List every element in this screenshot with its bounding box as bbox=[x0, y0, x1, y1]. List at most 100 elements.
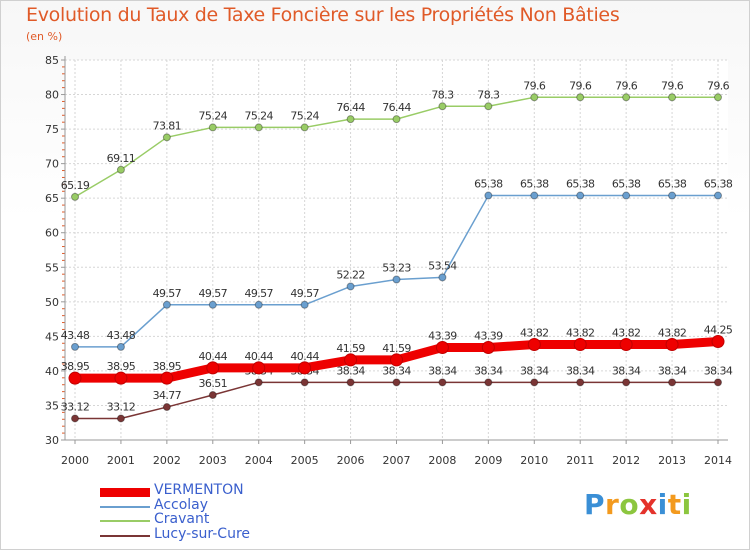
data-point bbox=[68, 371, 82, 385]
data-point bbox=[254, 378, 263, 387]
data-label: 38.34 bbox=[428, 364, 457, 377]
legend-swatch bbox=[100, 534, 150, 537]
data-label: 79.6 bbox=[707, 79, 730, 92]
y-tick-label: 45 bbox=[45, 330, 59, 343]
data-point bbox=[162, 403, 171, 412]
y-tick-label: 75 bbox=[45, 123, 59, 136]
data-label: 79.6 bbox=[615, 79, 638, 92]
data-point bbox=[208, 300, 217, 309]
data-point bbox=[254, 123, 263, 132]
data-label: 38.34 bbox=[612, 364, 641, 377]
data-label: 65.38 bbox=[520, 178, 549, 191]
proxiti-logo: Proxiti bbox=[584, 488, 692, 521]
x-tick-label: 2002 bbox=[153, 454, 181, 467]
data-label: 79.6 bbox=[661, 79, 684, 92]
data-point bbox=[114, 371, 128, 385]
data-point bbox=[530, 378, 539, 387]
legend-label: Accolay bbox=[154, 496, 209, 513]
y-tick-label: 50 bbox=[45, 296, 59, 309]
data-point bbox=[711, 335, 725, 349]
data-point bbox=[346, 282, 355, 291]
data-label: 75.24 bbox=[199, 109, 228, 122]
data-label: 43.82 bbox=[658, 327, 687, 340]
data-label: 75.24 bbox=[290, 109, 319, 122]
data-label: 65.38 bbox=[612, 178, 641, 191]
x-tick-label: 2000 bbox=[61, 454, 89, 467]
chart-title: Evolution du Taux de Taxe Foncière sur l… bbox=[26, 4, 620, 26]
data-point bbox=[576, 93, 585, 102]
data-label: 43.82 bbox=[612, 327, 641, 340]
data-point bbox=[392, 275, 401, 284]
data-point bbox=[300, 123, 309, 132]
data-label: 40.44 bbox=[199, 350, 228, 363]
data-point bbox=[438, 273, 447, 282]
data-point bbox=[573, 338, 587, 352]
data-label: 43.39 bbox=[474, 329, 503, 342]
data-point bbox=[619, 338, 633, 352]
data-label: 49.57 bbox=[199, 287, 228, 300]
data-label: 38.34 bbox=[658, 364, 687, 377]
data-label: 49.57 bbox=[244, 287, 273, 300]
data-point bbox=[206, 361, 220, 375]
logo-letter: r bbox=[605, 488, 620, 521]
x-tick-label: 2009 bbox=[474, 454, 502, 467]
data-point bbox=[481, 340, 495, 354]
data-point bbox=[208, 391, 217, 400]
data-point bbox=[438, 102, 447, 111]
data-label: 38.95 bbox=[107, 360, 136, 373]
legend-label: VERMENTON bbox=[154, 482, 244, 498]
data-point bbox=[116, 342, 125, 351]
x-tick-label: 2001 bbox=[107, 454, 135, 467]
data-label: 43.82 bbox=[566, 327, 595, 340]
data-label: 44.25 bbox=[704, 324, 733, 337]
data-point bbox=[344, 353, 358, 367]
x-tick-label: 2010 bbox=[520, 454, 548, 467]
data-label: 49.57 bbox=[153, 287, 182, 300]
data-label: 65.38 bbox=[704, 178, 733, 191]
data-label: 75.24 bbox=[244, 109, 273, 122]
data-label: 73.81 bbox=[153, 119, 182, 132]
data-label: 38.34 bbox=[474, 364, 503, 377]
data-label: 38.95 bbox=[153, 360, 182, 373]
data-label: 52.22 bbox=[336, 268, 365, 281]
data-point bbox=[668, 93, 677, 102]
legend-label: Lucy-sur-Cure bbox=[154, 525, 251, 542]
y-tick-label: 30 bbox=[45, 434, 59, 447]
y-tick-label: 85 bbox=[45, 54, 59, 67]
y-tick-label: 80 bbox=[45, 89, 59, 102]
x-tick-label: 2008 bbox=[428, 454, 456, 467]
data-point bbox=[438, 378, 447, 387]
data-point bbox=[668, 191, 677, 200]
x-tick-label: 2013 bbox=[658, 454, 686, 467]
logo-letter: o bbox=[619, 488, 640, 521]
data-label: 65.19 bbox=[61, 179, 90, 192]
data-label: 40.44 bbox=[244, 350, 273, 363]
data-point bbox=[116, 414, 125, 423]
data-point bbox=[576, 191, 585, 200]
data-label: 38.95 bbox=[61, 360, 90, 373]
data-label: 76.44 bbox=[382, 101, 411, 114]
data-point bbox=[484, 378, 493, 387]
logo-letter: P bbox=[584, 488, 606, 521]
data-label: 49.57 bbox=[290, 287, 319, 300]
data-label: 65.38 bbox=[566, 178, 595, 191]
legend-swatch bbox=[100, 505, 150, 508]
data-point bbox=[527, 338, 541, 352]
data-point bbox=[116, 165, 125, 174]
data-label: 43.48 bbox=[107, 329, 136, 342]
data-point bbox=[300, 300, 309, 309]
data-point bbox=[71, 414, 79, 423]
data-point bbox=[71, 342, 79, 351]
logo-letter: i bbox=[657, 488, 668, 521]
y-tick-label: 40 bbox=[45, 365, 59, 378]
data-point bbox=[714, 378, 722, 387]
y-tick-label: 55 bbox=[45, 261, 59, 274]
x-tick-label: 2014 bbox=[704, 454, 732, 467]
data-label: 41.59 bbox=[336, 342, 365, 355]
data-point bbox=[622, 191, 631, 200]
data-point bbox=[668, 378, 677, 387]
data-point bbox=[160, 371, 174, 385]
data-point bbox=[484, 102, 493, 111]
data-label: 43.82 bbox=[520, 327, 549, 340]
data-point bbox=[392, 115, 401, 124]
